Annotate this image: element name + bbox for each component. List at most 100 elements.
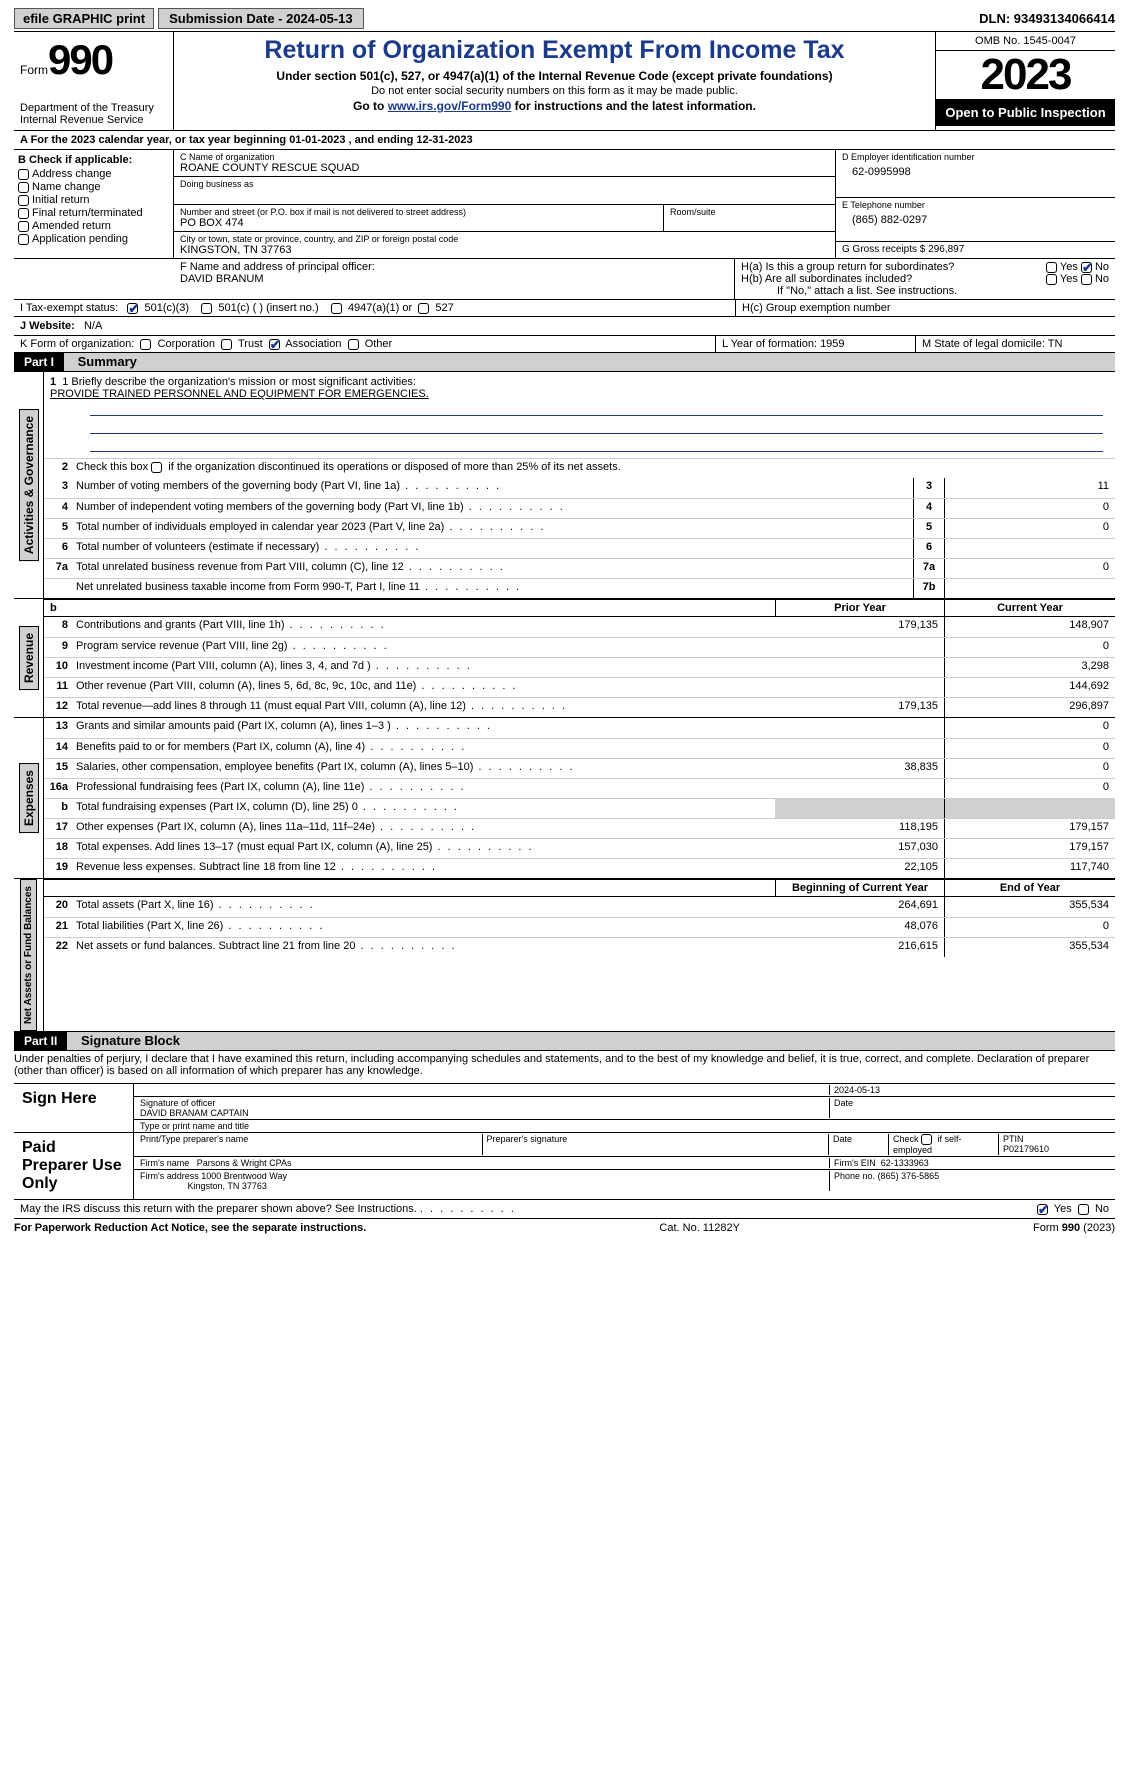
part-2-num: Part II — [14, 1032, 67, 1050]
ck-label: Application pending — [32, 233, 128, 245]
ck-501c3[interactable] — [127, 303, 138, 314]
revenue-col-header: b Prior Year Current Year — [44, 599, 1115, 617]
ck-trust[interactable] — [221, 339, 232, 350]
gross-receipts-label: G Gross receipts $ — [842, 244, 925, 255]
line-5: 5 Total number of individuals employed i… — [44, 518, 1115, 538]
perjury-statement: Under penalties of perjury, I declare th… — [14, 1051, 1115, 1079]
ptin-value: P02179610 — [1003, 1144, 1049, 1154]
hb-no[interactable] — [1081, 274, 1092, 285]
line-8: 8 Contributions and grants (Part VIII, l… — [44, 617, 1115, 637]
part-1-title: Summary — [68, 352, 147, 371]
street-address: PO BOX 474 — [180, 217, 657, 229]
section-governance: Activities & Governance 1 1 Briefly desc… — [14, 372, 1115, 599]
phone-label: E Telephone number — [842, 200, 1109, 210]
ck-corp[interactable] — [140, 339, 151, 350]
no-label: No — [1095, 261, 1109, 273]
line-22: 22 Net assets or fund balances. Subtract… — [44, 937, 1115, 957]
ck-final-return[interactable]: Final return/terminated — [18, 207, 169, 219]
ha-no[interactable] — [1081, 262, 1092, 273]
hb-yes[interactable] — [1046, 274, 1057, 285]
hc-label: H(c) Group exemption number — [742, 302, 891, 314]
na-col-header: Beginning of Current Year End of Year — [44, 879, 1115, 897]
begin-year-hdr: Beginning of Current Year — [775, 880, 945, 896]
section-revenue: Revenue b Prior Year Current Year 8 Cont… — [14, 599, 1115, 718]
website-value: N/A — [84, 320, 102, 332]
dept-treasury: Department of the Treasury Internal Reve… — [20, 102, 167, 126]
ck-app-pending[interactable]: Application pending — [18, 233, 169, 245]
year-formation: 1959 — [820, 338, 844, 350]
line2-text: Check this box if the organization disco… — [76, 461, 621, 473]
ck-label: Initial return — [32, 194, 89, 206]
ck-label: Name change — [32, 181, 101, 193]
line-7a: 7a Total unrelated business revenue from… — [44, 558, 1115, 578]
efile-print-btn[interactable]: efile GRAPHIC print — [14, 8, 154, 29]
tab-revenue: Revenue — [19, 626, 39, 690]
ck-label: Address change — [32, 168, 112, 180]
ck-address-change[interactable]: Address change — [18, 168, 169, 180]
no-label: No — [1095, 273, 1109, 285]
part-2-header: Part II Signature Block — [14, 1032, 1115, 1051]
ein-label: D Employer identification number — [842, 152, 1109, 162]
yes-label: Yes — [1060, 273, 1078, 285]
line-12: 12 Total revenue—add lines 8 through 11 … — [44, 697, 1115, 717]
ck-4947[interactable] — [331, 303, 342, 314]
ck-initial-return[interactable]: Initial return — [18, 194, 169, 206]
subtitle-2: Do not enter social security numbers on … — [182, 85, 927, 97]
sign-date: 2024-05-13 — [829, 1085, 1109, 1095]
row-k-l-m: K Form of organization: Corporation Trus… — [14, 336, 1115, 353]
line-9: 9 Program service revenue (Part VIII, li… — [44, 637, 1115, 657]
ck-assoc[interactable] — [269, 339, 280, 350]
sig-officer-label: Signature of officer — [140, 1098, 215, 1108]
ck-discontinued[interactable] — [151, 462, 162, 473]
ck-other[interactable] — [348, 339, 359, 350]
domicile: TN — [1048, 338, 1063, 350]
ptin-label: PTIN — [1003, 1134, 1024, 1144]
box-c-block: C Name of organization ROANE COUNTY RESC… — [174, 150, 835, 258]
subtitle-3: Go to www.irs.gov/Form990 for instructio… — [182, 99, 927, 113]
ck-name-change[interactable]: Name change — [18, 181, 169, 193]
topbar: efile GRAPHIC print Submission Date - 20… — [14, 8, 1115, 29]
ck-527[interactable] — [418, 303, 429, 314]
line-18: 18 Total expenses. Add lines 13–17 (must… — [44, 838, 1115, 858]
firm-phone: (865) 376-5865 — [878, 1171, 940, 1181]
tab-expenses: Expenses — [19, 763, 39, 833]
form-label: Form — [20, 63, 48, 77]
subtitle-1: Under section 501(c), 527, or 4947(a)(1)… — [182, 69, 927, 83]
website-label: J Website: — [20, 320, 75, 332]
ha-label: H(a) Is this a group return for subordin… — [741, 261, 954, 273]
date-label: Date — [829, 1098, 1109, 1118]
type-name-label: Type or print name and title — [140, 1121, 249, 1131]
year-formation-label: L Year of formation: — [722, 338, 817, 350]
irs-link[interactable]: www.irs.gov/Form990 — [388, 99, 512, 113]
ck-self-employed[interactable] — [921, 1134, 932, 1145]
footer: For Paperwork Reduction Act Notice, see … — [14, 1219, 1115, 1237]
line-7b: Net unrelated business taxable income fr… — [44, 578, 1115, 598]
discuss-row: May the IRS discuss this return with the… — [14, 1200, 1115, 1219]
foot-left: For Paperwork Reduction Act Notice, see … — [14, 1222, 366, 1234]
prep-name-label: Print/Type preparer's name — [140, 1134, 483, 1155]
ck-501c[interactable] — [201, 303, 212, 314]
line-11: 11 Other revenue (Part VIII, column (A),… — [44, 677, 1115, 697]
city-state-zip: KINGSTON, TN 37763 — [180, 244, 829, 256]
prior-year-hdr: Prior Year — [775, 600, 945, 616]
row-f-h: F Name and address of principal officer:… — [14, 259, 1115, 300]
line-14: 14 Benefits paid to or for members (Part… — [44, 738, 1115, 758]
row-j: J Website: N/A — [14, 317, 1115, 336]
current-year-hdr: Current Year — [945, 600, 1115, 616]
ha-yes[interactable] — [1046, 262, 1057, 273]
tab-governance: Activities & Governance — [19, 409, 39, 561]
sign-here-label: Sign Here — [14, 1084, 134, 1132]
ck-label: Final return/terminated — [32, 207, 143, 219]
firm-name-label: Firm's name — [140, 1158, 189, 1168]
discuss-text: May the IRS discuss this return with the… — [20, 1203, 417, 1215]
section-expenses: Expenses 13 Grants and similar amounts p… — [14, 718, 1115, 879]
discuss-yes[interactable] — [1037, 1204, 1048, 1215]
discuss-no[interactable] — [1078, 1204, 1089, 1215]
foot-center: Cat. No. 11282Y — [659, 1222, 740, 1234]
row-i-hc: I Tax-exempt status: 501(c)(3) 501(c) ( … — [14, 300, 1115, 317]
end-year-hdr: End of Year — [945, 880, 1115, 896]
tax-exempt-label: I Tax-exempt status: — [20, 302, 118, 314]
ck-amended[interactable]: Amended return — [18, 220, 169, 232]
mission-block: 1 1 Briefly describe the organization's … — [44, 372, 1115, 458]
signature-block: Sign Here 2024-05-13 Signature of office… — [14, 1083, 1115, 1200]
